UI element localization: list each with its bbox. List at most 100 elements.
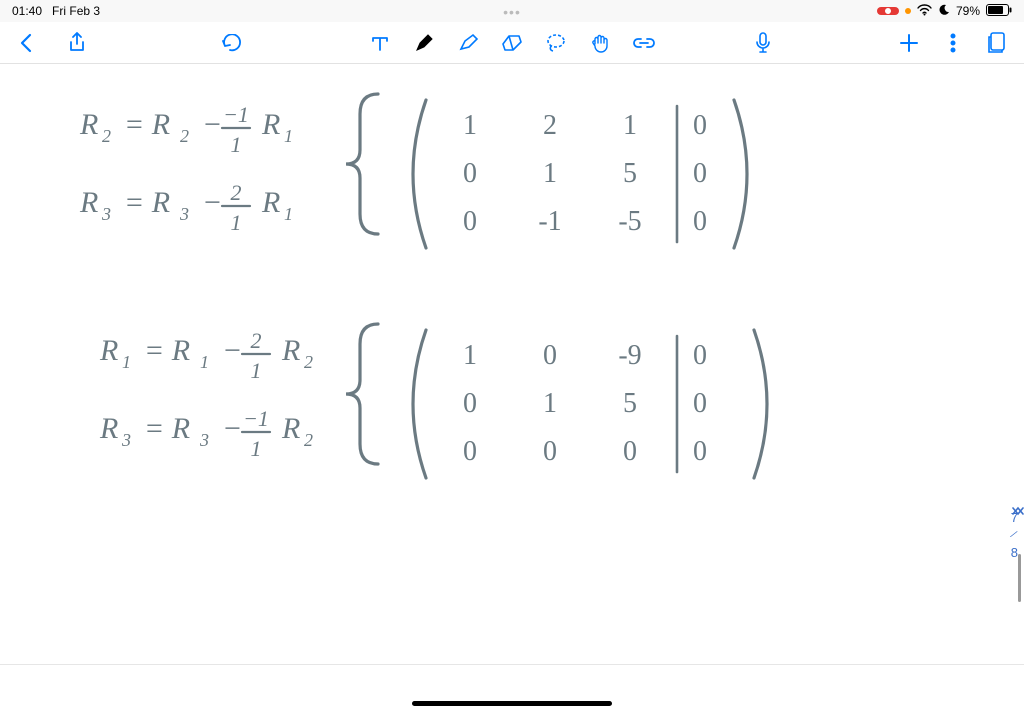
page-navigator: 7 ⁄ 8 — [1011, 506, 1018, 564]
svg-text:-9: -9 — [618, 340, 641, 371]
share-button[interactable] — [64, 30, 90, 56]
status-left: 01:40 Fri Feb 3 — [12, 4, 100, 18]
app-toolbar — [0, 22, 1024, 64]
svg-text:5: 5 — [623, 388, 637, 419]
svg-text:= R: = R — [124, 186, 170, 219]
mic-button[interactable] — [750, 30, 776, 56]
svg-text:0: 0 — [463, 388, 477, 419]
page-total: 8 — [1011, 545, 1018, 560]
svg-text:0: 0 — [693, 340, 707, 371]
mic-active-dot-icon — [905, 8, 911, 14]
svg-text:R: R — [261, 108, 280, 141]
svg-text:0: 0 — [693, 436, 707, 467]
toolbar-center — [367, 30, 657, 56]
svg-text:−: − — [222, 412, 242, 445]
svg-text:1: 1 — [623, 110, 637, 141]
svg-text:R: R — [99, 412, 118, 445]
svg-text:= R: = R — [144, 334, 190, 367]
toolbar-left — [14, 30, 90, 56]
svg-text:1: 1 — [231, 132, 242, 157]
battery-percent: 79% — [956, 4, 980, 18]
back-button[interactable] — [14, 30, 40, 56]
record-dot-icon — [885, 8, 891, 14]
svg-text:2: 2 — [251, 328, 262, 353]
svg-text:1: 1 — [251, 436, 262, 461]
svg-text:R: R — [79, 108, 98, 141]
eraser-tool-button[interactable] — [499, 30, 525, 56]
text-tool-button[interactable] — [367, 30, 393, 56]
svg-text:0: 0 — [693, 388, 707, 419]
svg-text:0: 0 — [463, 206, 477, 237]
svg-text:2: 2 — [231, 180, 242, 205]
svg-text:1: 1 — [284, 126, 293, 146]
svg-text:−: − — [222, 334, 242, 367]
link-tool-button[interactable] — [631, 30, 657, 56]
svg-text:5: 5 — [623, 158, 637, 189]
svg-text:3: 3 — [101, 204, 111, 224]
more-button[interactable] — [940, 30, 966, 56]
toolbar-right — [896, 30, 1010, 56]
svg-text:1: 1 — [284, 204, 293, 224]
svg-text:0: 0 — [463, 158, 477, 189]
svg-text:1: 1 — [543, 158, 557, 189]
status-right: 79% — [877, 4, 1012, 19]
dnd-moon-icon — [938, 4, 950, 19]
svg-text:0: 0 — [463, 436, 477, 467]
page-slash: ⁄ — [1011, 529, 1017, 541]
handwriting-layer: R2= R2−−11R1R3= R3−21R1R1= R1−21R2R3= R3… — [0, 64, 1024, 664]
svg-text:1: 1 — [122, 352, 131, 372]
svg-text:R: R — [79, 186, 98, 219]
svg-text:R: R — [261, 186, 280, 219]
wifi-icon — [917, 4, 932, 19]
svg-text:−: − — [202, 186, 222, 219]
scroll-indicator[interactable] — [1018, 554, 1021, 602]
svg-text:−1: −1 — [223, 102, 249, 127]
bottom-bar — [0, 664, 1024, 712]
svg-text:0: 0 — [693, 206, 707, 237]
svg-text:R: R — [99, 334, 118, 367]
svg-text:-1: -1 — [538, 206, 561, 237]
pen-tool-button[interactable] — [411, 30, 437, 56]
svg-text:R: R — [281, 334, 300, 367]
add-button[interactable] — [896, 30, 922, 56]
svg-text:= R: = R — [144, 412, 190, 445]
status-bar: 01:40 Fri Feb 3 ••• 79% — [0, 0, 1024, 22]
svg-text:1: 1 — [543, 388, 557, 419]
svg-text:3: 3 — [121, 430, 131, 450]
note-canvas[interactable]: R2= R2−−11R1R3= R3−21R1R1= R1−21R2R3= R3… — [0, 64, 1024, 664]
toolbar-mic-group — [750, 30, 776, 56]
svg-text:2: 2 — [180, 126, 189, 146]
svg-text:1: 1 — [463, 110, 477, 141]
svg-text:2: 2 — [543, 110, 557, 141]
svg-text:2: 2 — [304, 430, 313, 450]
svg-text:0: 0 — [623, 436, 637, 467]
svg-text:1: 1 — [200, 352, 209, 372]
svg-text:0: 0 — [693, 110, 707, 141]
lasso-tool-button[interactable] — [543, 30, 569, 56]
svg-text:3: 3 — [179, 204, 189, 224]
hand-tool-button[interactable] — [587, 30, 613, 56]
svg-text:R: R — [281, 412, 300, 445]
screen-record-pill[interactable] — [877, 7, 899, 15]
svg-text:= R: = R — [124, 108, 170, 141]
svg-text:3: 3 — [199, 430, 209, 450]
svg-text:0: 0 — [693, 158, 707, 189]
undo-button[interactable] — [220, 30, 246, 56]
status-date: Fri Feb 3 — [52, 4, 100, 18]
svg-text:1: 1 — [251, 358, 262, 383]
pages-button[interactable] — [984, 30, 1010, 56]
svg-text:−1: −1 — [243, 406, 269, 431]
svg-text:−: − — [202, 108, 222, 141]
battery-icon — [986, 4, 1012, 19]
highlighter-tool-button[interactable] — [455, 30, 481, 56]
multitask-dots-icon[interactable]: ••• — [503, 4, 521, 20]
svg-text:2: 2 — [304, 352, 313, 372]
home-indicator[interactable] — [412, 701, 612, 706]
svg-text:1: 1 — [231, 210, 242, 235]
svg-text:0: 0 — [543, 340, 557, 371]
svg-text:0: 0 — [543, 436, 557, 467]
svg-text:2: 2 — [102, 126, 111, 146]
toolbar-undo-group — [220, 30, 246, 56]
status-time: 01:40 — [12, 4, 42, 18]
svg-text:1: 1 — [463, 340, 477, 371]
